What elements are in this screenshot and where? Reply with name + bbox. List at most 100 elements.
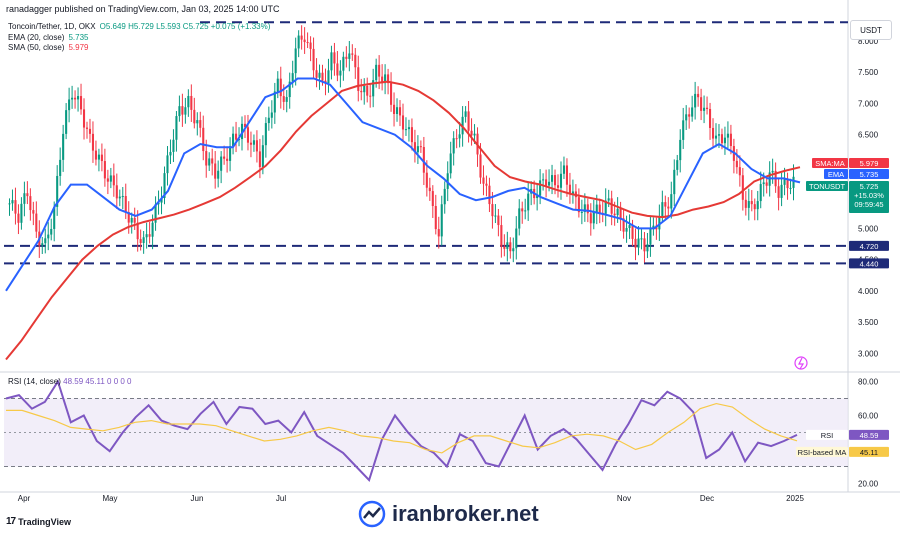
candle-body <box>682 120 685 140</box>
time-tick-label: Nov <box>617 494 631 503</box>
symbol-label-tag-bg <box>806 181 848 191</box>
candle-body <box>622 218 625 232</box>
candle-body <box>217 170 220 179</box>
candle-body <box>297 35 300 49</box>
rsi-label-tag: RSI <box>821 431 834 440</box>
candle-body <box>491 204 494 217</box>
candle-body <box>246 127 250 143</box>
currency-unit-button[interactable]: USDT <box>850 20 892 40</box>
candle-body <box>548 181 551 186</box>
candle-body <box>789 187 792 189</box>
candle-body <box>139 239 142 243</box>
candle-body <box>443 188 446 205</box>
candle-body <box>205 151 208 166</box>
candle-body <box>434 206 437 230</box>
candle-body <box>71 97 74 100</box>
price-tick-label: 8.000 <box>858 37 879 46</box>
candle-body <box>32 210 35 214</box>
candle-body <box>56 175 59 207</box>
candle-body <box>321 72 324 81</box>
candle-body <box>163 173 166 199</box>
rsi-tick-label: 80.00 <box>858 378 879 387</box>
candle-body <box>619 208 622 219</box>
candle-body <box>112 175 115 186</box>
candle-body <box>726 133 729 138</box>
ema-label-tag-bg <box>824 169 848 179</box>
candle-body <box>404 129 408 131</box>
time-tick-label: Jul <box>276 494 286 503</box>
rsi-ma-label-tag-bg <box>796 446 848 457</box>
symbol-title[interactable]: Toncoin/Tether, 1D, OKX <box>8 22 96 31</box>
candle-body <box>509 242 512 252</box>
candle-body <box>393 104 396 114</box>
candle-body <box>336 63 339 76</box>
candle-body <box>223 156 226 159</box>
rsi-line <box>5 379 798 483</box>
candle-body <box>82 109 86 128</box>
candle-body <box>694 93 697 108</box>
tradingview-logo[interactable]: 17 TradingView <box>6 516 71 527</box>
candle-body <box>235 133 238 140</box>
candle-body <box>74 97 77 100</box>
candle-body <box>613 213 616 216</box>
candle-body <box>333 52 336 64</box>
candle-body <box>479 154 482 178</box>
candle-body <box>109 175 112 182</box>
candle-body <box>717 134 721 136</box>
candle-body <box>130 217 133 223</box>
lightning-icon <box>798 357 805 370</box>
level-4720-tag-bg <box>849 240 889 251</box>
ema-value-tag-bg <box>849 169 889 179</box>
candle-body <box>553 175 557 186</box>
candle-body <box>670 194 673 209</box>
watermark-text: iranbroker.net <box>392 501 539 526</box>
brand-label: TradingView <box>18 516 71 527</box>
candle-body <box>366 85 369 96</box>
ema-label[interactable]: EMA (20, close) <box>8 32 65 42</box>
candle-body <box>604 200 607 214</box>
candle-body <box>747 201 750 208</box>
candle-body <box>497 215 500 226</box>
candle-body <box>697 93 700 98</box>
candle-body <box>488 185 491 205</box>
candle-body <box>11 200 14 204</box>
candle-body <box>26 193 29 197</box>
candle-body <box>750 201 753 205</box>
candle-body <box>756 201 759 210</box>
level-4720-tag: 4.720 <box>860 242 879 251</box>
candle-body <box>708 108 712 128</box>
candle-body <box>285 97 288 102</box>
candle-body <box>190 95 193 110</box>
candle-body <box>342 56 345 71</box>
candle-body <box>294 48 297 74</box>
rsi-value-tag: 48.59 <box>860 431 879 440</box>
candle-body <box>565 165 568 185</box>
price-tick-label: 3.500 <box>858 318 879 327</box>
candle-body <box>589 213 592 224</box>
candle-body <box>673 169 676 195</box>
candle-body <box>330 52 333 71</box>
candle-body <box>193 109 196 124</box>
candle-body <box>685 114 688 121</box>
candle-body <box>41 243 44 246</box>
candle-body <box>249 142 252 145</box>
candle-body <box>568 184 571 195</box>
sma-label[interactable]: SMA (50, close) <box>8 43 65 52</box>
candle-body <box>625 228 628 232</box>
candle-body <box>464 111 467 117</box>
candle-body <box>473 133 476 136</box>
rsi-ma-value-tag: 45.11 <box>860 448 878 457</box>
candle-body <box>506 242 509 249</box>
candle-body <box>79 96 83 110</box>
candle-body <box>384 74 387 84</box>
candle-body <box>91 133 95 151</box>
time-tick-label: Apr <box>18 494 31 503</box>
candle-body <box>169 151 172 156</box>
candle-body <box>792 176 795 188</box>
candle-body <box>711 127 715 139</box>
candle-body <box>753 204 756 210</box>
rsi-label[interactable]: RSI (14, close) <box>8 377 61 386</box>
last-price-text: +15.03% <box>854 191 884 200</box>
candle-body <box>354 54 357 68</box>
candle-body <box>282 96 285 102</box>
